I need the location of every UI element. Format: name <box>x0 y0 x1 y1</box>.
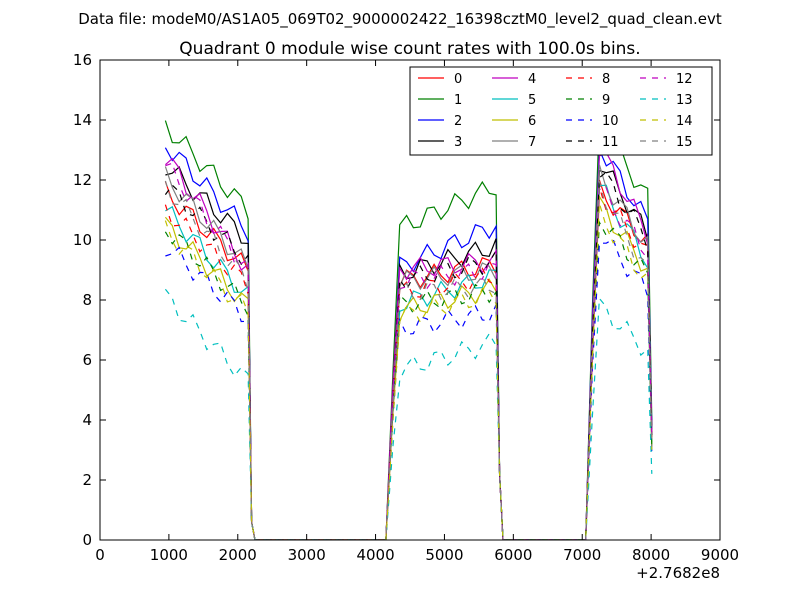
chart-title: Quadrant 0 module wise count rates with … <box>179 39 640 59</box>
legend-label: 9 <box>602 93 610 108</box>
legend-label: 2 <box>454 114 462 129</box>
x-tick-label: 3000 <box>288 546 326 564</box>
legend-label: 11 <box>602 135 619 150</box>
plot-frame <box>99 59 721 541</box>
x-tick-label: 1000 <box>150 546 188 564</box>
suptitle: Data file: modeM0/AS1A05_069T02_90000024… <box>78 10 722 29</box>
y-tick-label: 8 <box>82 291 92 309</box>
y-tick-label: 10 <box>73 231 92 249</box>
y-tick-label: 16 <box>73 51 92 69</box>
y-tick-label: 4 <box>82 411 92 429</box>
y-tick-label: 12 <box>73 171 92 189</box>
legend-label: 8 <box>602 72 610 87</box>
series-line-13 <box>164 288 653 540</box>
legend-label: 0 <box>454 72 462 87</box>
x-tick-label: 2000 <box>219 546 257 564</box>
x-tick-label: 4000 <box>356 546 394 564</box>
tick-layer: 0 1000 2000 3000 4000 5000 6000 7000 8000 9000 0 2 4… <box>73 51 739 564</box>
legend-label: 1 <box>454 93 462 108</box>
y-tick-label: 0 <box>82 531 92 549</box>
y-tick-label: 6 <box>82 351 92 369</box>
legend-label: 12 <box>676 72 693 87</box>
series-line-6 <box>164 194 653 540</box>
legend-label: 6 <box>528 114 536 129</box>
legend-frame <box>409 66 713 156</box>
y-tick-label: 14 <box>73 111 92 129</box>
series-layer <box>164 119 653 540</box>
x-tick-label: 0 <box>95 546 105 564</box>
series-line-7 <box>164 164 653 540</box>
series-line-12 <box>165 162 653 540</box>
legend-label: 10 <box>602 114 619 129</box>
legend-label: 14 <box>676 114 693 129</box>
x-offset-label: +2.7682e8 <box>636 564 720 582</box>
legend-label: 4 <box>528 72 536 87</box>
series-line-14 <box>164 203 653 540</box>
series-line-8 <box>164 186 653 540</box>
series-line-10 <box>165 238 653 540</box>
series-line-3 <box>165 165 653 540</box>
series-line-2 <box>164 147 653 540</box>
legend-label: 7 <box>528 135 536 150</box>
series-line-15 <box>164 180 653 540</box>
x-tick-label: 7000 <box>563 546 601 564</box>
x-tick-label: 6000 <box>494 546 532 564</box>
legend-label: 5 <box>528 93 536 108</box>
legend-label: 15 <box>676 135 693 150</box>
x-tick-label: 8000 <box>632 546 670 564</box>
series-line-9 <box>164 220 653 540</box>
x-tick-label: 9000 <box>701 546 739 564</box>
y-tick-label: 2 <box>82 471 92 489</box>
legend-label: 13 <box>676 93 693 108</box>
x-tick-label: 5000 <box>425 546 463 564</box>
legend-label: 3 <box>454 135 462 150</box>
